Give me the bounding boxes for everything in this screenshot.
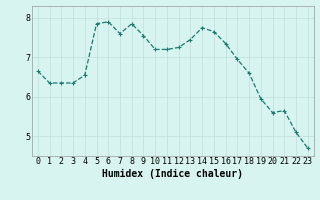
X-axis label: Humidex (Indice chaleur): Humidex (Indice chaleur) xyxy=(102,169,243,179)
